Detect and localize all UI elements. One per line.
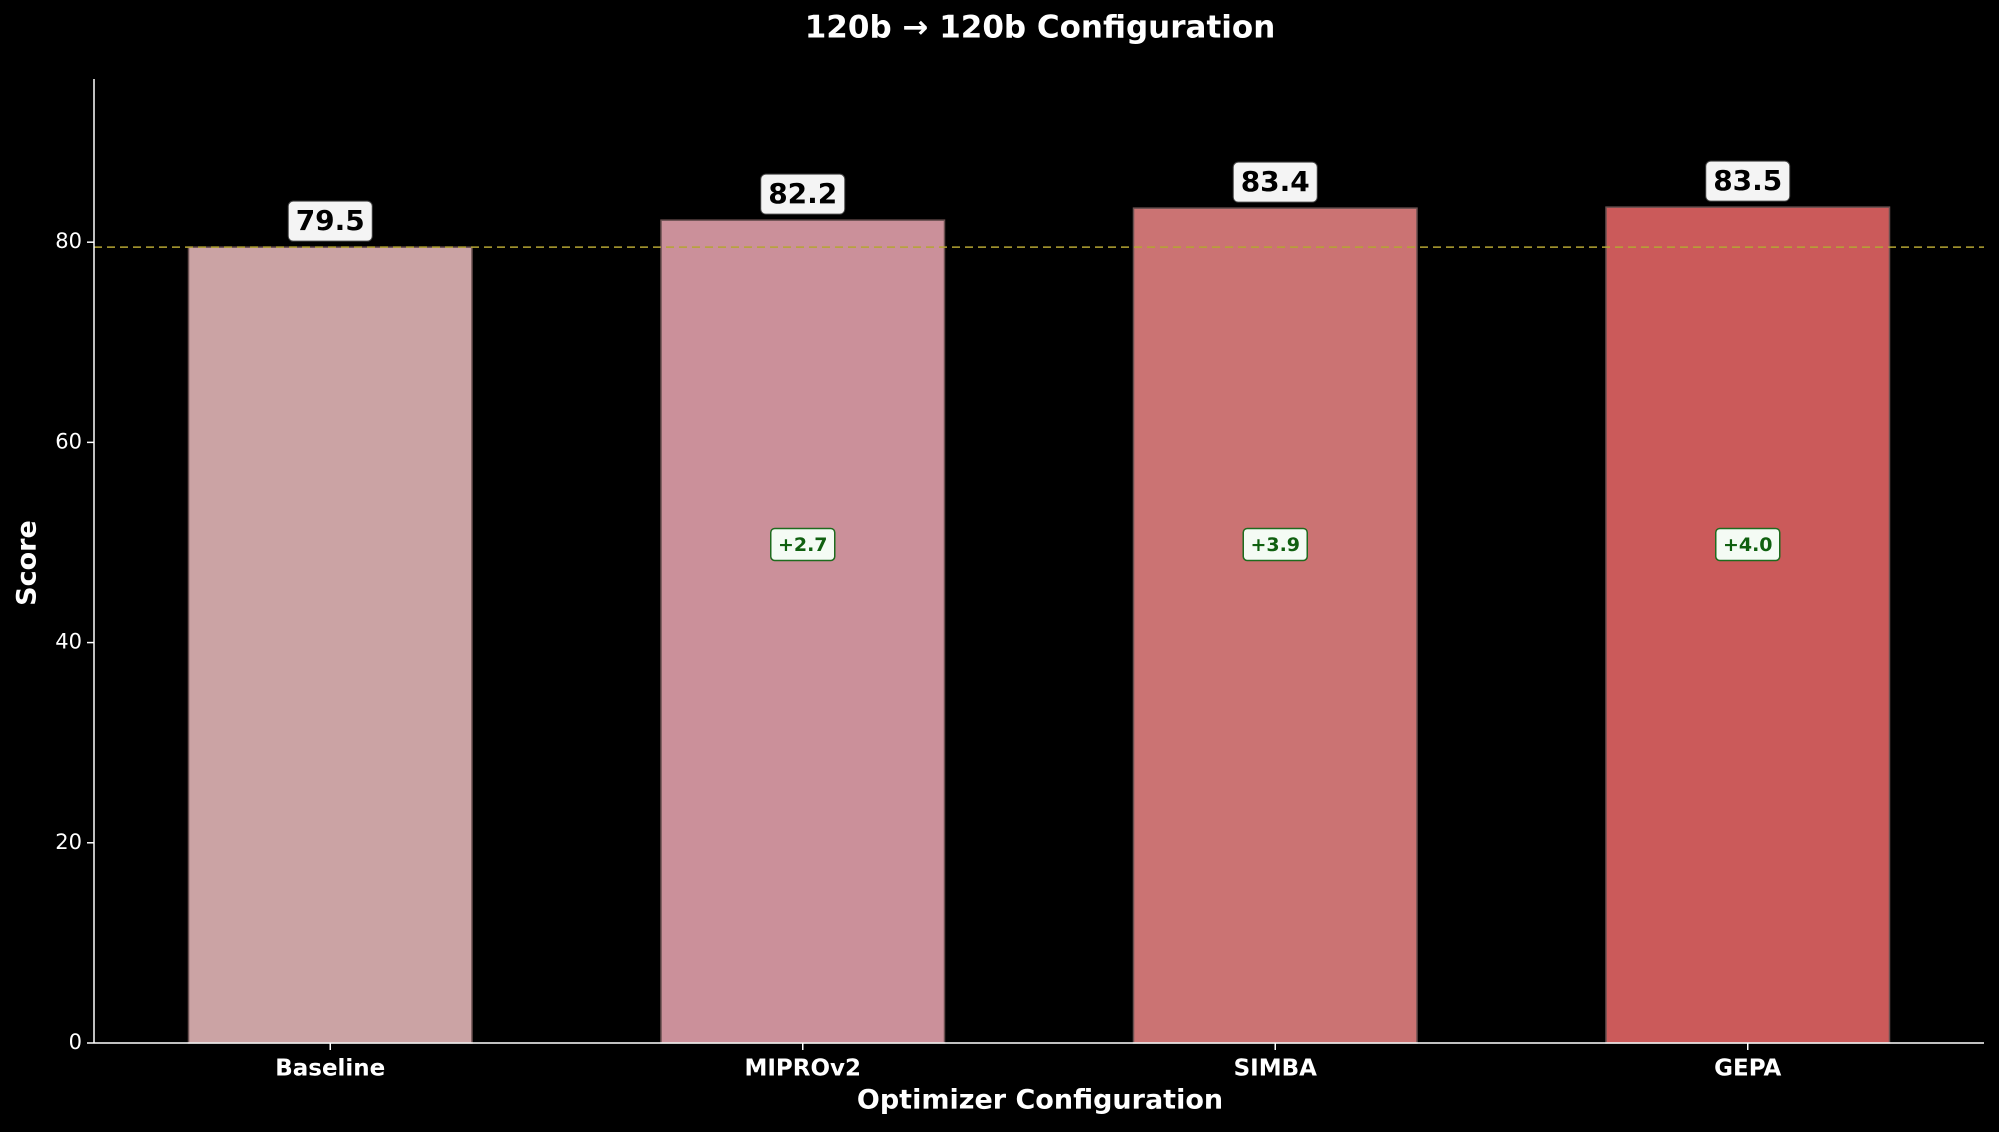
bar xyxy=(187,246,473,1044)
value-label: 82.2 xyxy=(768,177,837,210)
x-tick-label: MIPROv2 xyxy=(744,1056,861,1082)
bar xyxy=(660,219,946,1044)
improvement-box xyxy=(1242,527,1308,562)
value-label-box xyxy=(1232,161,1318,203)
y-axis-label: Score xyxy=(12,520,43,606)
value-label: 83.4 xyxy=(1241,165,1310,198)
chart-title: 120b → 120b Configuration xyxy=(805,10,1276,46)
x-axis-label: Optimizer Configuration xyxy=(857,1085,1223,1116)
value-label-box xyxy=(1705,160,1791,202)
value-label-box xyxy=(760,173,846,215)
value-label-box xyxy=(287,200,373,242)
improvement-label: +3.9 xyxy=(1250,534,1300,556)
bar xyxy=(1132,207,1418,1044)
improvement-label: +4.0 xyxy=(1723,534,1773,556)
y-tick-label: 20 xyxy=(55,830,82,854)
x-tick-label: GEPA xyxy=(1714,1056,1781,1082)
x-tick-label: Baseline xyxy=(275,1056,385,1082)
y-tick-label: 80 xyxy=(55,229,82,253)
improvement-box xyxy=(770,527,836,562)
y-tick-label: 0 xyxy=(69,1030,82,1054)
value-label: 83.5 xyxy=(1713,164,1782,197)
y-tick-label: 40 xyxy=(55,630,82,654)
improvement-label: +2.7 xyxy=(778,534,828,556)
improvement-box xyxy=(1715,527,1781,562)
x-tick-label: SIMBA xyxy=(1234,1056,1318,1082)
value-label: 79.5 xyxy=(296,204,365,237)
bar xyxy=(1605,206,1891,1044)
y-tick-label: 60 xyxy=(55,429,82,453)
